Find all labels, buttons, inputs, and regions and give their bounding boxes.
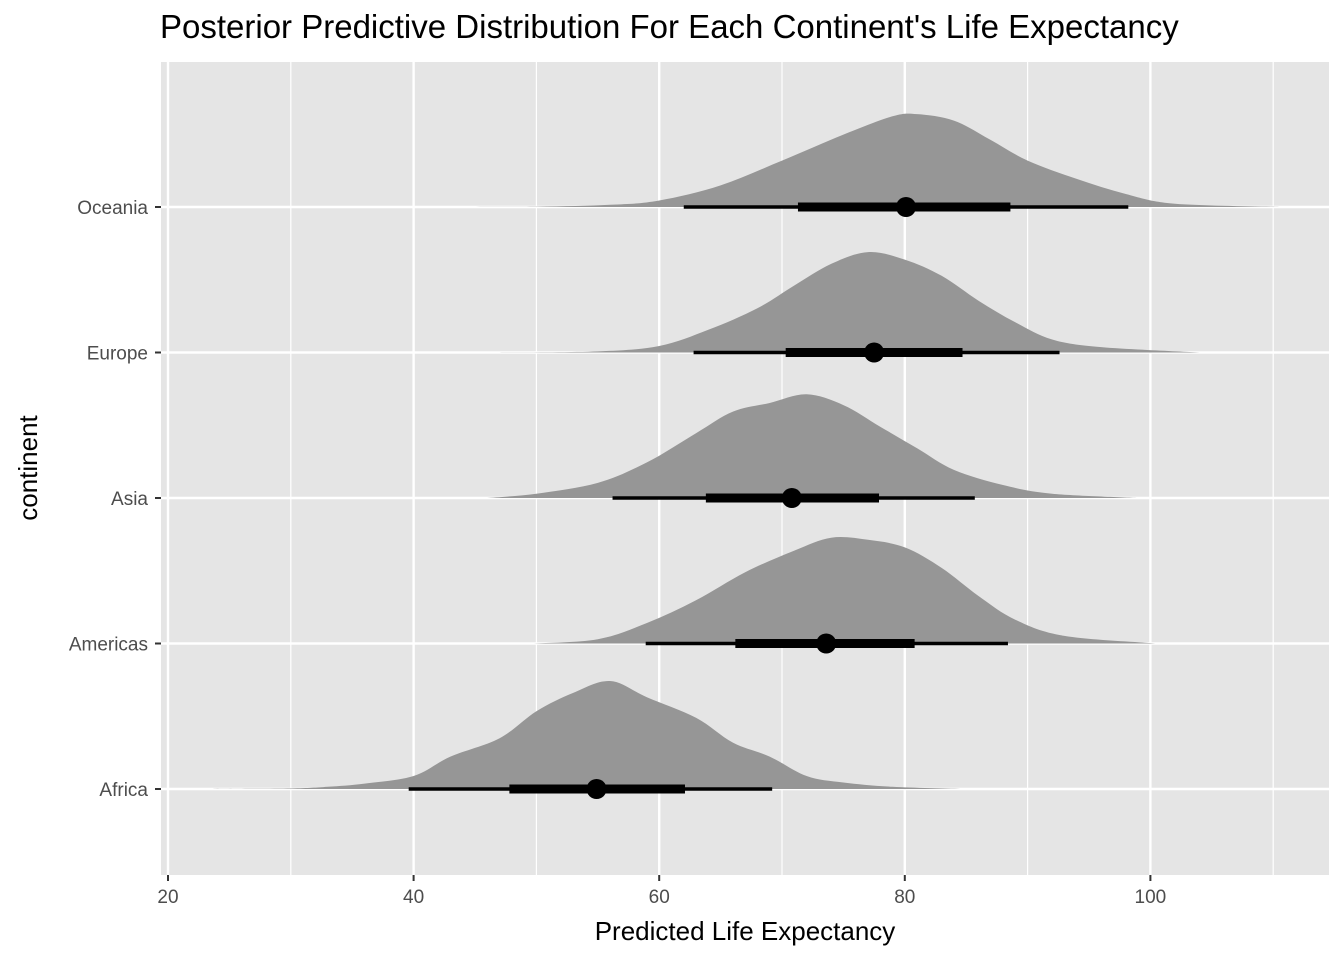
median-point-asia bbox=[781, 488, 802, 508]
median-point-oceania bbox=[896, 197, 917, 217]
density-layer bbox=[211, 113, 1280, 789]
x-axis: 20 40 60 80 100 bbox=[157, 875, 1166, 908]
y-tick-label: Oceania bbox=[77, 198, 148, 219]
y-tick-label: Asia bbox=[111, 489, 148, 510]
y-tick-label: Europe bbox=[87, 344, 148, 365]
y-axis-title: continent bbox=[13, 414, 43, 520]
y-axis: Africa Americas Asia Europe Oceania bbox=[69, 198, 161, 801]
interval-layer bbox=[408, 197, 1129, 799]
y-tick-label: Africa bbox=[99, 780, 148, 801]
y-tick-label: Americas bbox=[69, 635, 148, 656]
x-tick-label: 40 bbox=[403, 887, 424, 908]
density-europe bbox=[499, 252, 1200, 353]
chart-title: Posterior Predictive Distribution For Ea… bbox=[160, 8, 1179, 45]
median-point-americas bbox=[816, 633, 837, 654]
x-tick-label: 60 bbox=[649, 887, 670, 908]
median-point-africa bbox=[586, 779, 607, 799]
density-oceania bbox=[444, 113, 1280, 207]
x-axis-title: Predicted Life Expectancy bbox=[595, 916, 896, 946]
median-point-europe bbox=[864, 342, 885, 363]
x-tick-label: 20 bbox=[157, 887, 178, 908]
density-asia bbox=[487, 394, 1139, 498]
density-americas bbox=[533, 537, 1157, 644]
x-tick-label: 80 bbox=[894, 887, 915, 908]
x-tick-label: 100 bbox=[1135, 887, 1167, 908]
density-africa bbox=[211, 680, 961, 789]
